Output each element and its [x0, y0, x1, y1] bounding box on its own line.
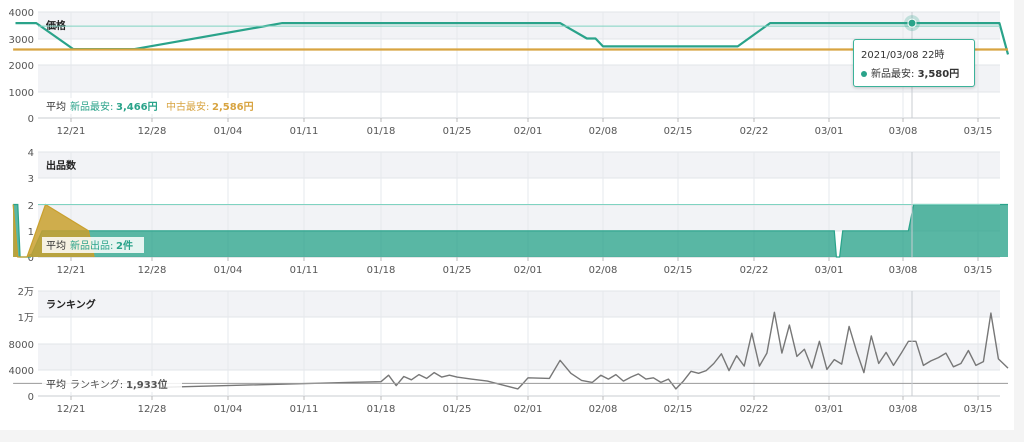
average-value: 2件 [116, 239, 133, 252]
x-tick-label: 01/11 [290, 126, 319, 137]
x-tick-label: 01/25 [443, 126, 472, 137]
x-tick-label: 03/08 [889, 265, 918, 276]
average-label-bg [42, 237, 144, 253]
x-tick-label: 03/08 [889, 126, 918, 137]
x-tick-label: 12/28 [138, 265, 167, 276]
tooltip-series-name: 新品最安 [871, 69, 911, 80]
chart-title: 出品数 [46, 159, 77, 172]
y-tick-label: 0 [28, 392, 34, 403]
average-series-name: 新品出品: [70, 239, 113, 252]
y-tick-label: 1000 [9, 88, 34, 99]
x-tick-label: 03/01 [815, 265, 844, 276]
tooltip-value: 3,580円 [917, 69, 960, 80]
x-tick-label: 02/22 [740, 265, 769, 276]
x-tick-label: 01/04 [214, 126, 243, 137]
x-tick-label: 02/15 [664, 126, 693, 137]
x-tick-label: 02/15 [664, 265, 693, 276]
x-tick-label: 01/04 [214, 265, 243, 276]
x-tick-label: 02/15 [664, 404, 693, 415]
x-tick-label: 01/11 [290, 265, 319, 276]
average-label-bg [42, 376, 182, 392]
x-tick-label: 12/21 [57, 126, 86, 137]
x-tick-label: 02/22 [740, 126, 769, 137]
y-tick-label: 2万 [18, 287, 34, 298]
area-series [13, 204, 1009, 257]
x-tick-label: 02/22 [740, 404, 769, 415]
x-tick-label: 02/01 [514, 126, 543, 137]
grid-band [38, 152, 1000, 178]
grid-band [38, 65, 1000, 92]
y-tick-label: 3000 [9, 35, 34, 46]
y-tick-label: 2000 [9, 61, 34, 72]
x-tick-label: 03/01 [815, 404, 844, 415]
y-tick-label: 0 [28, 253, 34, 264]
tooltip-row: 新品最安: 3,580円 [861, 65, 959, 80]
x-tick-label: 03/15 [964, 265, 993, 276]
y-tick-label: 3 [28, 174, 34, 185]
x-tick-label: 02/08 [589, 404, 618, 415]
x-tick-label: 01/04 [214, 404, 243, 415]
x-tick-label: 01/25 [443, 404, 472, 415]
average-series-name: 新品最安: [70, 100, 113, 113]
area-series-line [12, 203, 95, 258]
x-tick-label: 03/08 [889, 404, 918, 415]
average-value: 3,466円 [116, 101, 158, 113]
x-tick-label: 12/28 [138, 404, 167, 415]
grid-band [38, 12, 1000, 39]
tooltip-marker [907, 18, 917, 28]
x-tick-label: 01/18 [367, 126, 396, 137]
average-value: 1,933位 [126, 378, 168, 391]
y-tick-label: 4 [28, 148, 34, 159]
average-label: 平均 [46, 379, 66, 391]
average-value: 2,586円 [212, 101, 254, 113]
y-tick-label: 4000 [9, 366, 34, 377]
y-tick-label: 4000 [9, 8, 34, 19]
x-tick-label: 01/11 [290, 404, 319, 415]
x-tick-label: 02/01 [514, 404, 543, 415]
x-tick-label: 12/28 [138, 126, 167, 137]
y-tick-label: 8000 [9, 340, 34, 351]
average-series-name: ランキング: [70, 378, 123, 391]
x-tick-label: 03/15 [964, 404, 993, 415]
grid-band [38, 291, 1000, 317]
x-tick-label: 02/08 [589, 265, 618, 276]
average-series-name: 中古最安: [166, 100, 209, 113]
tooltip-date: 2021/03/08 22時 [861, 50, 945, 61]
x-tick-label: 03/01 [815, 126, 844, 137]
x-tick-label: 03/15 [964, 126, 993, 137]
chart-title: 価格 [45, 19, 67, 32]
x-tick-label: 02/01 [514, 265, 543, 276]
average-label: 平均 [46, 101, 66, 113]
y-tick-label: 1万 [18, 313, 34, 324]
x-tick-label: 01/18 [367, 404, 396, 415]
x-tick-label: 01/25 [443, 265, 472, 276]
average-label-bg [42, 98, 262, 114]
x-tick-label: 02/08 [589, 126, 618, 137]
x-tick-label: 12/21 [57, 404, 86, 415]
line-series [128, 311, 1009, 390]
y-tick-label: 0 [28, 114, 34, 125]
grid-band [38, 205, 1000, 231]
chart-title: ランキング [46, 298, 96, 311]
line-series [15, 22, 1010, 55]
average-label: 平均 [46, 240, 66, 252]
x-tick-label: 12/21 [57, 265, 86, 276]
tooltip-colon: : [911, 69, 918, 80]
x-tick-label: 01/18 [367, 265, 396, 276]
y-tick-label: 1 [28, 227, 34, 238]
tooltip: 2021/03/08 22時 新品最安: 3,580円 [853, 39, 975, 87]
grid-band [38, 344, 1000, 370]
tooltip-series-dot [861, 71, 867, 77]
y-tick-label: 2 [28, 201, 34, 212]
